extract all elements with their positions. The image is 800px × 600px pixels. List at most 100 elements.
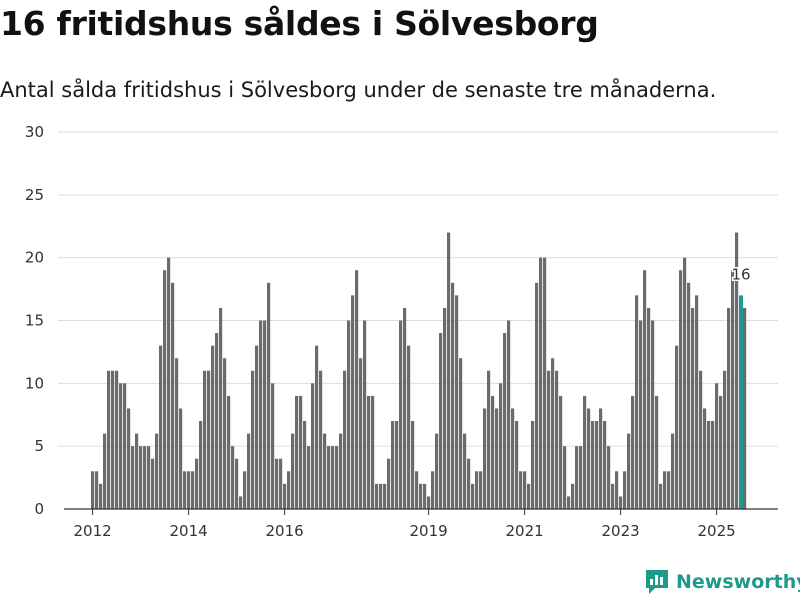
bar	[743, 307, 747, 509]
bar	[283, 483, 287, 509]
bar	[723, 370, 727, 509]
bar	[347, 320, 351, 509]
x-tick-label: 2016	[266, 522, 304, 540]
bar	[239, 496, 243, 509]
bar	[155, 433, 159, 509]
bar	[403, 307, 407, 509]
bar	[535, 282, 539, 509]
bar	[695, 295, 699, 509]
bar	[211, 345, 215, 509]
bar	[499, 383, 503, 509]
bar	[159, 345, 163, 509]
bar	[595, 421, 599, 509]
bar	[455, 295, 459, 509]
bar	[235, 458, 239, 509]
bar	[459, 358, 463, 509]
bar	[527, 483, 531, 509]
bar	[279, 458, 283, 509]
bar	[319, 370, 323, 509]
bar	[655, 395, 659, 509]
bar	[143, 446, 147, 509]
y-tick-label: 10	[25, 374, 44, 392]
bar	[643, 270, 647, 509]
bar-highlight	[739, 295, 743, 509]
bar	[427, 496, 431, 509]
bar	[531, 421, 535, 509]
bar	[631, 395, 635, 509]
bar	[195, 458, 199, 509]
bar	[331, 446, 335, 509]
bar	[151, 458, 155, 509]
y-tick-label: 25	[25, 186, 44, 204]
bar	[335, 446, 339, 509]
bar	[451, 282, 455, 509]
bar	[243, 471, 247, 509]
bar	[391, 421, 395, 509]
bar	[707, 421, 711, 509]
bar	[583, 395, 587, 509]
bar	[467, 458, 471, 509]
bar	[555, 370, 559, 509]
bar	[675, 345, 679, 509]
bar	[175, 358, 179, 509]
y-tick-label: 0	[34, 500, 44, 518]
bar	[483, 408, 487, 509]
bar	[355, 270, 359, 509]
bar	[683, 257, 687, 509]
bar	[91, 471, 95, 509]
bar	[687, 282, 691, 509]
bar	[255, 345, 259, 509]
x-tick-label: 2023	[602, 522, 640, 540]
bar	[167, 257, 171, 509]
bar	[587, 408, 591, 509]
bar	[287, 471, 291, 509]
bar	[247, 433, 251, 509]
bar	[383, 483, 387, 509]
bar	[443, 307, 447, 509]
bar	[639, 320, 643, 509]
bar	[299, 395, 303, 509]
bar	[295, 395, 299, 509]
bar	[699, 370, 703, 509]
chart-data-labels: 16	[730, 264, 752, 285]
bar	[207, 370, 211, 509]
bar	[127, 408, 131, 509]
bar	[107, 370, 111, 509]
bar	[507, 320, 511, 509]
bar	[399, 320, 403, 509]
y-tick-label: 15	[25, 312, 44, 330]
bar	[419, 483, 423, 509]
bar	[227, 395, 231, 509]
bar	[603, 421, 607, 509]
bar	[659, 483, 663, 509]
bar	[291, 433, 295, 509]
bar	[183, 471, 187, 509]
bar	[735, 232, 739, 510]
bar	[375, 483, 379, 509]
bar	[259, 320, 263, 509]
bar	[679, 270, 683, 509]
bar	[547, 370, 551, 509]
bar	[163, 270, 167, 509]
bar	[719, 395, 723, 509]
page-subtitle: Antal sålda fritidshus i Sölvesborg unde…	[0, 78, 717, 102]
bar	[407, 345, 411, 509]
bar	[363, 320, 367, 509]
bar	[667, 471, 671, 509]
bar	[635, 295, 639, 509]
bar	[251, 370, 255, 509]
bar	[99, 483, 103, 509]
bar	[339, 433, 343, 509]
bar	[139, 446, 143, 509]
bar	[523, 471, 527, 509]
bar	[571, 483, 575, 509]
bar	[591, 421, 595, 509]
bar	[651, 320, 655, 509]
bar	[731, 270, 735, 509]
bar	[551, 358, 555, 509]
bar	[303, 421, 307, 509]
bar	[727, 307, 731, 509]
x-axis: 2012 2014 2016 2019 2021 2023 2025	[64, 508, 778, 540]
bar	[471, 483, 475, 509]
